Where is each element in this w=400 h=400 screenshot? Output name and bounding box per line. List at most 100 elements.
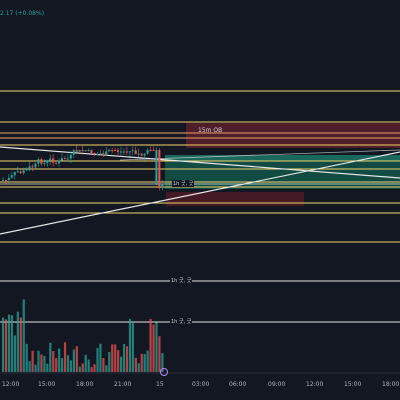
candle-body <box>2 179 4 181</box>
candle-body <box>75 150 78 152</box>
volume-bar <box>84 354 87 372</box>
green-zone-top <box>165 155 400 161</box>
volume-bar <box>10 315 14 372</box>
volume-bar <box>111 344 114 372</box>
candle-body <box>63 158 66 160</box>
volume-bar <box>90 366 93 372</box>
x-tick-label: 15 <box>156 381 164 388</box>
candle-body <box>146 150 149 154</box>
candle-body <box>34 163 37 168</box>
candle-body <box>61 158 63 161</box>
volume-bar <box>7 314 11 372</box>
candle-body <box>84 150 87 152</box>
volume-bar <box>43 356 46 372</box>
volume-bar <box>155 322 158 372</box>
volume-bar <box>40 354 43 372</box>
candle-body <box>155 150 158 185</box>
volume-bar <box>28 361 31 372</box>
candle-body <box>158 150 161 188</box>
candle-body <box>105 151 108 156</box>
volume-bar <box>146 350 149 372</box>
x-tick-label: 03:00 <box>192 381 210 388</box>
candle-body <box>4 179 7 181</box>
candle-body <box>108 150 111 152</box>
trendline[interactable] <box>119 149 400 161</box>
candle-body <box>19 171 22 174</box>
volume-bar <box>75 346 78 372</box>
trendline[interactable] <box>0 151 400 235</box>
candle-body <box>137 153 140 155</box>
volume-bar <box>66 355 70 372</box>
volume-bar <box>25 343 28 372</box>
volume-bar <box>143 354 146 372</box>
order-block-zone[interactable] <box>186 123 400 148</box>
trendline[interactable] <box>0 146 400 179</box>
candle-body <box>161 183 164 188</box>
candle-body <box>140 153 143 156</box>
level-label: 1h 굿, 굿 <box>170 277 193 284</box>
volume-bar <box>34 364 37 372</box>
candle-body <box>143 153 146 156</box>
volume-bar <box>158 336 161 372</box>
candle-body <box>90 150 93 153</box>
candle-body <box>131 150 134 152</box>
candle-body <box>43 163 46 165</box>
volume-bar <box>134 357 137 372</box>
volume-bar <box>2 317 5 372</box>
level-label: 1h 굿, 굿 <box>170 318 193 325</box>
candle-body <box>55 162 58 164</box>
volume-bar <box>19 317 22 372</box>
volume-bar <box>69 360 73 372</box>
candle-body <box>58 160 61 164</box>
x-tick-label: 18:00 <box>382 381 400 388</box>
volume-bar <box>61 358 64 372</box>
candle-body <box>111 150 114 151</box>
x-tick-label: 06:00 <box>229 381 247 388</box>
volume-bar <box>49 342 52 372</box>
candle-body <box>117 150 120 152</box>
candle-body <box>81 150 84 151</box>
candle-body <box>40 159 43 164</box>
lower-red-zone[interactable] <box>166 192 304 206</box>
volume-bar <box>52 350 55 372</box>
candle-body <box>66 158 69 160</box>
candle-body <box>37 159 40 164</box>
x-tick-label: 09:00 <box>268 381 286 388</box>
volume-bar <box>114 344 117 372</box>
candle-body <box>25 168 28 171</box>
order-block-label: 15m OB <box>198 127 223 134</box>
header-change-text: 2.17 (+0.08%) <box>0 10 45 17</box>
candle-body <box>93 152 96 155</box>
volume-bar <box>72 349 75 372</box>
volume-bar <box>96 348 99 372</box>
volume-bar <box>55 358 58 372</box>
candle-body <box>102 153 105 156</box>
candle-body <box>7 177 10 180</box>
volume-bar <box>63 342 67 372</box>
volume-bar <box>137 363 140 372</box>
candle-body <box>120 151 122 153</box>
candle-body <box>122 151 125 153</box>
volume-bar <box>102 358 105 372</box>
volume-bar <box>122 344 126 372</box>
volume-bar <box>99 343 102 372</box>
candle-body <box>87 150 90 151</box>
volume-bar <box>120 356 123 372</box>
candle-body <box>69 154 72 159</box>
candle-body <box>96 153 99 155</box>
candle-body <box>31 166 34 168</box>
candle-body <box>114 150 117 151</box>
level-label: 1h 굿, 굿 <box>172 180 195 187</box>
candle-body <box>134 150 137 155</box>
candle-body <box>149 150 152 151</box>
volume-bar <box>46 363 49 372</box>
volume-bar <box>58 348 61 372</box>
candle-body <box>78 150 81 152</box>
volume-bar <box>93 364 96 372</box>
candle-body <box>10 175 13 178</box>
x-tick-label: 12:00 <box>2 381 20 388</box>
candles <box>2 145 164 191</box>
volume-bar <box>37 350 40 372</box>
